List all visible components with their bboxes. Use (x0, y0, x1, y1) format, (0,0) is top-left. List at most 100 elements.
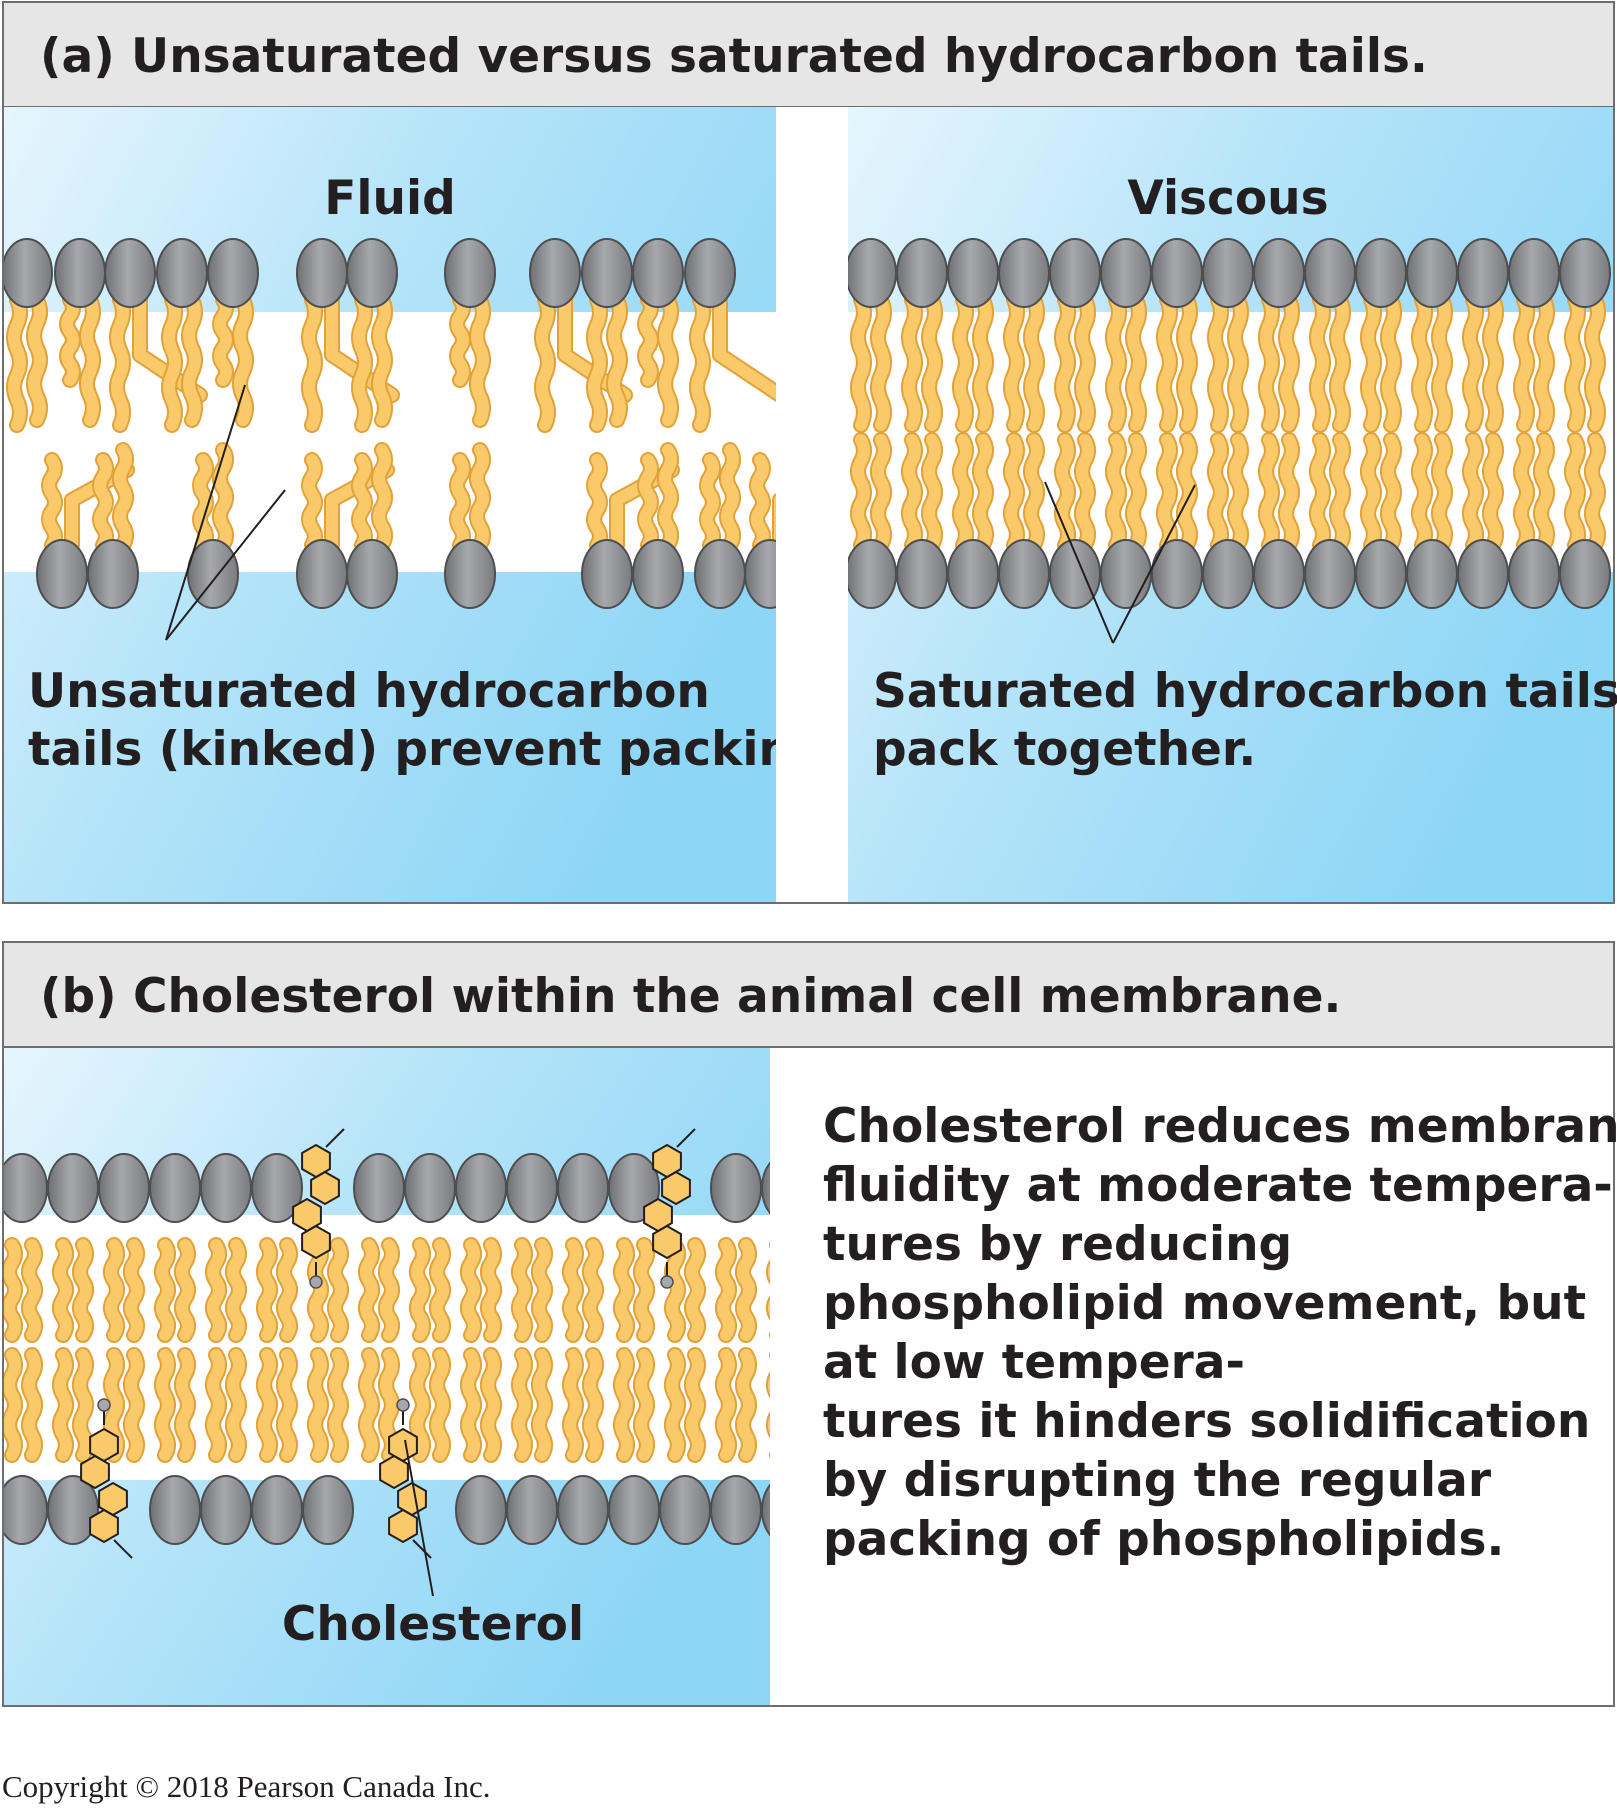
fatty-acid-tail (23, 1349, 41, 1461)
fatty-acid-tail (482, 1239, 500, 1341)
hydrocarbon-tail (412, 1539, 432, 1559)
fatty-acid-tail (156, 1349, 174, 1461)
fatty-acid-tail (1209, 294, 1227, 431)
phospholipid-head (1355, 539, 1407, 609)
phospholipid-head (710, 1475, 762, 1545)
fatty-acid-tail (564, 1349, 582, 1461)
fatty-acid-tail (737, 1349, 755, 1461)
fatty-acid-tail (258, 1239, 276, 1341)
fatty-acid-tail (635, 1349, 653, 1461)
phospholipid-head (1304, 539, 1356, 609)
panel-b: (b) Cholesterol within the animal cell m… (2, 941, 1617, 1707)
steroid-ring (301, 1224, 331, 1260)
fatty-acid-tail (81, 294, 99, 426)
hydrocarbon-tail (676, 1128, 696, 1148)
fatty-acid-tail (278, 1349, 296, 1461)
fatty-acid-tail (1005, 434, 1023, 551)
steroid-ring (310, 1170, 340, 1206)
fatty-acid-tail (214, 294, 232, 386)
cholesterol-molecule (379, 1398, 432, 1559)
phospholipid-head (557, 1153, 609, 1223)
phospholipid-head (1253, 238, 1305, 308)
fatty-acid-tail (471, 444, 489, 551)
fatty-acid-tail (1331, 434, 1349, 551)
fatty-acid-tail (1209, 434, 1227, 551)
viscous-bilayer (848, 238, 1611, 609)
fatty-acid-tail (451, 454, 469, 551)
fatty-acid-tail (462, 1239, 480, 1341)
steroid-ring (652, 1224, 682, 1260)
fatty-acid-tail (666, 1349, 684, 1461)
phospholipid-head (98, 1153, 150, 1223)
phospholipid-head (761, 1161, 770, 1215)
fatty-acid-tail (1515, 294, 1533, 431)
phospholipid-head (896, 539, 948, 609)
phospholipid-head (1457, 238, 1509, 308)
fatty-acid-tail (1280, 434, 1298, 551)
fatty-acid-tail (1260, 294, 1278, 431)
phospholipid-head (694, 539, 746, 609)
fatty-acid-tail (176, 1349, 194, 1461)
fatty-acid-tail (1535, 294, 1553, 431)
fatty-acid-tail (1025, 434, 1043, 551)
description-line-2: fluidity at moderate tempera- (823, 1158, 1613, 1213)
fatty-acid-tail (28, 294, 46, 426)
steroid-ring (388, 1508, 418, 1544)
fatty-acid-tail (1586, 434, 1604, 551)
steroid-ring (643, 1197, 673, 1233)
fluid-heading: Fluid (324, 171, 455, 226)
fatty-acid-tail (329, 1239, 347, 1341)
fatty-acid-tail (431, 1349, 449, 1461)
fatty-acid-tail (125, 1349, 143, 1461)
phospholipid-head (529, 238, 581, 308)
phospholipid-head (659, 1475, 711, 1545)
fatty-acid-tail (207, 1239, 225, 1341)
phospholipid-head (557, 1475, 609, 1545)
fatty-acid-tail (974, 434, 992, 551)
phospholipid-head (346, 539, 398, 609)
fatty-acid-tail (61, 294, 79, 386)
phospholipid-head (1406, 238, 1458, 308)
steroid-ring (652, 1143, 682, 1179)
fatty-acid-tail (451, 294, 469, 386)
phospholipid-head (947, 539, 999, 609)
fatty-acid-tail (564, 1239, 582, 1341)
fatty-acid-tail (559, 294, 631, 401)
fatty-acid-tail (1433, 434, 1451, 551)
fatty-acid-tail (635, 1239, 653, 1341)
fatty-acid-tail (303, 454, 321, 551)
cholesterol-description: Cholesterol reduces membrane fluidity at… (823, 1099, 1617, 1567)
fatty-acid-tail (686, 1349, 704, 1461)
phospholipid-head (581, 539, 633, 609)
fatty-acid-tail (717, 1349, 735, 1461)
phospholipid-head (848, 539, 897, 609)
fatty-acid-tail (1127, 434, 1145, 551)
fatty-acid-tail (615, 1349, 633, 1461)
phospholipid-head (761, 1483, 770, 1537)
fatty-acid-tail (1107, 294, 1125, 431)
viscous-caption-line-2: pack together. (873, 722, 1256, 777)
phospholipid-head (1559, 539, 1611, 609)
panel-b-header (4, 943, 1613, 1047)
fatty-acid-tail (156, 1239, 174, 1341)
phospholipid-head (1508, 539, 1560, 609)
hydroxyl-group (396, 1398, 410, 1412)
fatty-acid-tail (666, 1239, 684, 1341)
fatty-acid-tail (353, 454, 371, 551)
fatty-acid-tail (852, 434, 870, 551)
phospholipid-head (1100, 539, 1152, 609)
fatty-acid-tail (701, 454, 719, 551)
panel-a-title: (a) Unsaturated versus saturated hydroca… (40, 29, 1428, 84)
fatty-acid-tail (1280, 294, 1298, 431)
phospholipid-head (207, 238, 259, 308)
fatty-acid-tail (533, 1349, 551, 1461)
fatty-acid-tail (1178, 294, 1196, 431)
fatty-acid-tail (588, 454, 606, 551)
fluid-caption-line-2: tails (kinked) prevent packing. (28, 722, 843, 777)
steroid-ring (661, 1170, 691, 1206)
phospholipid-head (296, 539, 348, 609)
fatty-acid-tail (513, 1349, 531, 1461)
phospholipid-head (684, 238, 736, 308)
fatty-acid-tail (852, 294, 870, 431)
